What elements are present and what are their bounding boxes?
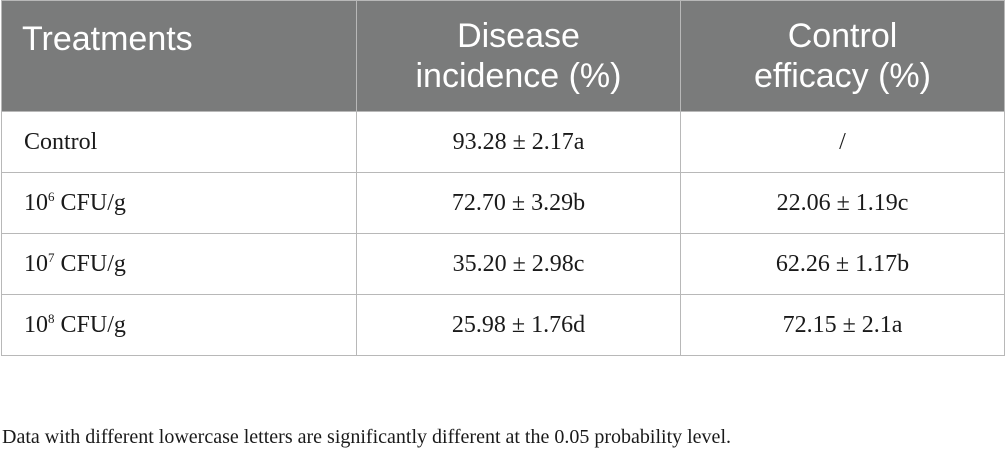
treatment-base: 10 — [24, 189, 48, 216]
table-footnote: Data with different lowercase letters ar… — [2, 426, 731, 448]
efficacy-cell: 62.26 ± 1.17b — [680, 233, 1005, 295]
table-header-row: Treatments Disease incidence (%) Control… — [1, 0, 1005, 112]
treatment-base: 10 — [24, 250, 48, 277]
treatment-cell: 107 CFU/g — [1, 233, 357, 295]
treatment-base: 10 — [24, 311, 48, 338]
treatment-unit: CFU/g — [54, 311, 126, 338]
treatment-unit: CFU/g — [54, 189, 126, 216]
treatment-exponent: 7 — [48, 249, 55, 265]
efficacy-cell: 72.15 ± 2.1a — [680, 294, 1005, 356]
incidence-cell: 93.28 ± 2.17a — [356, 111, 681, 173]
header-control-efficacy: Control efficacy (%) — [680, 0, 1005, 112]
header-treatments: Treatments — [1, 0, 357, 112]
treatment-unit: CFU/g — [54, 250, 126, 277]
header-disease-incidence-line1: Disease — [457, 17, 580, 55]
treatment-base: Control — [24, 128, 98, 155]
treatment-cell: 108 CFU/g — [1, 294, 357, 356]
table-row: 108 CFU/g 25.98 ± 1.76d 72.15 ± 2.1a — [1, 294, 1005, 356]
incidence-cell: 35.20 ± 2.98c — [356, 233, 681, 295]
treatment-cell: 106 CFU/g — [1, 172, 357, 234]
incidence-cell: 25.98 ± 1.76d — [356, 294, 681, 356]
treatment-exponent: 6 — [48, 188, 55, 204]
table-row: 106 CFU/g 72.70 ± 3.29b 22.06 ± 1.19c — [1, 172, 1005, 234]
table-row: 107 CFU/g 35.20 ± 2.98c 62.26 ± 1.17b — [1, 233, 1005, 295]
header-control-efficacy-line2: efficacy (%) — [754, 57, 931, 95]
results-table-container: Treatments Disease incidence (%) Control… — [1, 0, 1005, 356]
incidence-cell: 72.70 ± 3.29b — [356, 172, 681, 234]
results-table: Treatments Disease incidence (%) Control… — [1, 0, 1005, 356]
header-treatments-text: Treatments — [22, 20, 193, 58]
table-row: Control 93.28 ± 2.17a / — [1, 111, 1005, 173]
efficacy-cell: / — [680, 111, 1005, 173]
treatment-cell: Control — [1, 111, 357, 173]
efficacy-cell: 22.06 ± 1.19c — [680, 172, 1005, 234]
header-control-efficacy-line1: Control — [787, 17, 898, 55]
treatment-exponent: 8 — [48, 310, 55, 326]
header-disease-incidence: Disease incidence (%) — [356, 0, 681, 112]
header-disease-incidence-line2: incidence (%) — [415, 57, 622, 95]
